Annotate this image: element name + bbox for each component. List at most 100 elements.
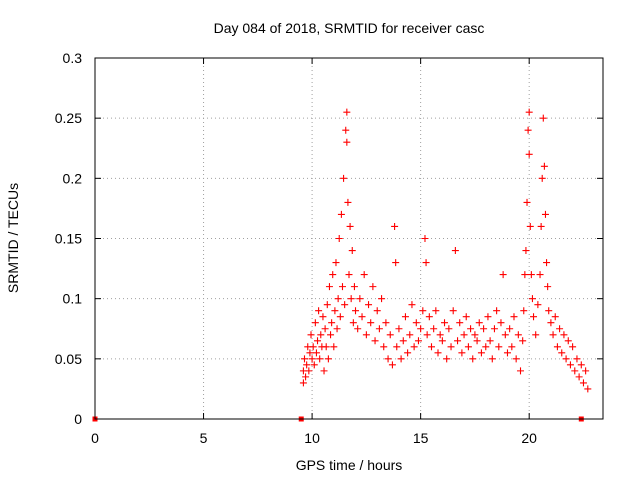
data-point — [524, 126, 532, 134]
data-point — [329, 271, 337, 279]
data-point — [414, 337, 422, 345]
data-point — [346, 222, 354, 230]
data-point — [337, 210, 345, 218]
data-point — [449, 307, 457, 315]
y-tick-label: 0 — [74, 411, 82, 427]
data-point — [384, 355, 392, 363]
data-point — [447, 343, 455, 351]
data-point — [553, 343, 561, 351]
data-point — [488, 355, 496, 363]
data-point — [375, 325, 383, 333]
data-point — [536, 271, 544, 279]
data-point — [369, 283, 377, 291]
data-point — [577, 361, 585, 369]
data-point — [525, 150, 533, 158]
data-point — [486, 337, 494, 345]
x-tick-label: 0 — [91, 430, 99, 446]
data-point — [314, 337, 322, 345]
data-points — [92, 108, 592, 422]
data-point — [333, 325, 341, 333]
data-point — [319, 313, 327, 321]
data-point — [484, 313, 492, 321]
data-point — [573, 355, 581, 363]
data-point — [541, 210, 549, 218]
data-point — [471, 331, 479, 339]
data-point — [321, 325, 329, 333]
data-point — [467, 325, 475, 333]
data-point — [425, 313, 433, 321]
y-tick-label: 0.15 — [55, 231, 82, 247]
x-tick-label: 20 — [521, 430, 537, 446]
data-point — [434, 349, 442, 357]
data-point — [473, 337, 481, 345]
data-point — [464, 343, 472, 351]
data-point — [522, 247, 530, 255]
data-point — [549, 331, 557, 339]
data-point — [300, 355, 308, 363]
data-point — [343, 108, 351, 116]
data-point — [526, 222, 534, 230]
data-point — [406, 331, 414, 339]
data-point — [336, 313, 344, 321]
data-point — [399, 337, 407, 345]
data-point — [544, 283, 552, 291]
data-point — [311, 319, 319, 327]
data-point — [427, 343, 435, 351]
data-point — [534, 301, 542, 309]
data-point — [523, 198, 531, 206]
data-point — [571, 367, 579, 375]
data-point — [412, 319, 420, 327]
data-point — [458, 349, 466, 357]
data-point — [482, 343, 490, 351]
data-point — [332, 259, 340, 267]
data-point — [532, 331, 540, 339]
data-point — [510, 313, 518, 321]
data-point — [344, 198, 352, 206]
data-point — [380, 343, 388, 351]
data-point — [316, 355, 324, 363]
data-point — [303, 361, 311, 369]
data-point — [584, 385, 592, 393]
data-point — [309, 343, 317, 351]
data-point — [540, 162, 548, 170]
data-point — [451, 247, 459, 255]
data-point — [312, 349, 320, 357]
data-point — [432, 307, 440, 315]
data-point — [360, 271, 368, 279]
data-point — [354, 325, 362, 333]
axis-ticks: 0 5 10 15 20 0 0.05 0.1 0.15 0.2 0.25 0.3 — [55, 50, 603, 446]
data-point — [508, 343, 516, 351]
plot-frame — [94, 57, 604, 420]
data-point — [378, 295, 386, 303]
data-point — [395, 325, 403, 333]
data-point — [528, 295, 536, 303]
x-tick-label: 15 — [413, 430, 429, 446]
data-point — [579, 379, 587, 387]
data-point — [325, 283, 333, 291]
data-point — [503, 349, 511, 357]
data-point — [456, 319, 464, 327]
data-point — [386, 331, 394, 339]
data-point — [575, 373, 583, 381]
data-point — [527, 271, 535, 279]
data-point — [365, 301, 373, 309]
data-point — [410, 343, 418, 351]
data-point — [345, 271, 353, 279]
x-tick-label: 10 — [304, 430, 320, 446]
data-point — [520, 307, 528, 315]
data-point — [347, 295, 355, 303]
data-point — [521, 271, 529, 279]
data-point — [371, 337, 379, 345]
data-point — [497, 319, 505, 327]
data-point — [341, 301, 349, 309]
data-point — [441, 319, 449, 327]
data-point — [454, 337, 462, 345]
data-point — [393, 343, 401, 351]
data-point — [401, 313, 409, 321]
data-point — [404, 349, 412, 357]
data-point — [323, 301, 331, 309]
data-point — [566, 361, 574, 369]
data-point — [330, 343, 338, 351]
data-point — [582, 367, 590, 375]
